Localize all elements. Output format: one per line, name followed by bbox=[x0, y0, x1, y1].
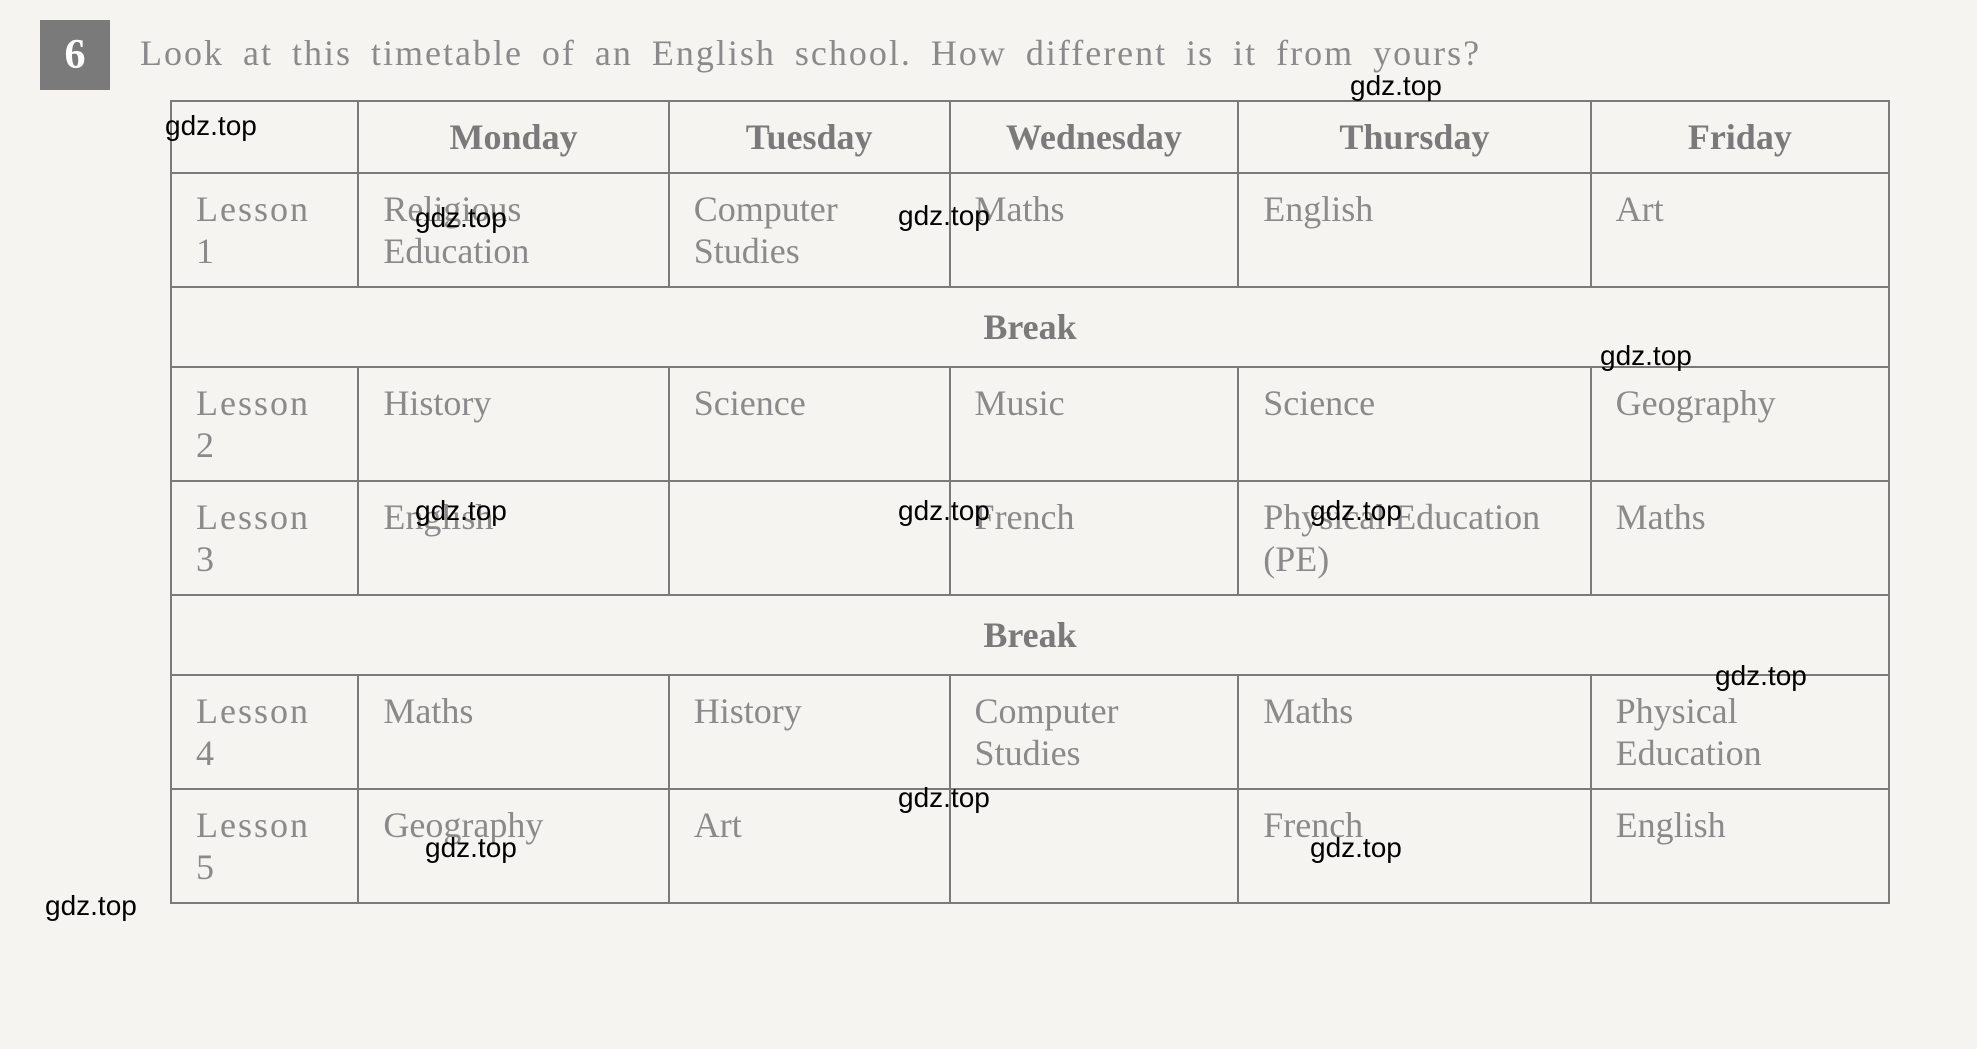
cell: Physical Education (PE) bbox=[1238, 481, 1590, 595]
header-empty bbox=[171, 101, 358, 173]
cell: English bbox=[1591, 789, 1889, 903]
exercise-header: 6 Look at this timetable of an English s… bbox=[40, 20, 1937, 90]
cell: Maths bbox=[358, 675, 668, 789]
row-label: Lesson 5 bbox=[171, 789, 358, 903]
header-thursday: Thursday bbox=[1238, 101, 1590, 173]
break-row: Break bbox=[171, 595, 1889, 675]
table-header-row: Monday Tuesday Wednesday Thursday Friday bbox=[171, 101, 1889, 173]
header-wednesday: Wednesday bbox=[950, 101, 1239, 173]
row-label: Lesson 1 bbox=[171, 173, 358, 287]
watermark: gdz.top bbox=[45, 890, 137, 922]
timetable: Monday Tuesday Wednesday Thursday Friday… bbox=[170, 100, 1890, 904]
cell: English bbox=[358, 481, 668, 595]
header-friday: Friday bbox=[1591, 101, 1889, 173]
cell: Computer Studies bbox=[669, 173, 950, 287]
cell: History bbox=[358, 367, 668, 481]
cell: Science bbox=[1238, 367, 1590, 481]
instruction-text: Look at this timetable of an English sch… bbox=[140, 20, 1481, 74]
break-cell: Break bbox=[171, 595, 1889, 675]
cell: Music bbox=[950, 367, 1239, 481]
row-label: Lesson 2 bbox=[171, 367, 358, 481]
cell: Art bbox=[1591, 173, 1889, 287]
cell: Computer Studies bbox=[950, 675, 1239, 789]
cell: English bbox=[1238, 173, 1590, 287]
cell bbox=[669, 481, 950, 595]
cell: French bbox=[1238, 789, 1590, 903]
cell: Geography bbox=[358, 789, 668, 903]
table-row: Lesson 3 English French Physical Educati… bbox=[171, 481, 1889, 595]
timetable-container: gdz.top gdz.top gdz.top gdz.top gdz.top … bbox=[170, 100, 1937, 904]
cell: Art bbox=[669, 789, 950, 903]
table-row: Lesson 4 Maths History Computer Studies … bbox=[171, 675, 1889, 789]
cell: Maths bbox=[950, 173, 1239, 287]
break-row: Break bbox=[171, 287, 1889, 367]
cell: Geography bbox=[1591, 367, 1889, 481]
cell: French bbox=[950, 481, 1239, 595]
table-row: Lesson 1 Religious Education Computer St… bbox=[171, 173, 1889, 287]
table-row: Lesson 5 Geography Art French English bbox=[171, 789, 1889, 903]
cell: Physical Education bbox=[1591, 675, 1889, 789]
header-monday: Monday bbox=[358, 101, 668, 173]
header-tuesday: Tuesday bbox=[669, 101, 950, 173]
cell: Science bbox=[669, 367, 950, 481]
cell bbox=[950, 789, 1239, 903]
break-cell: Break bbox=[171, 287, 1889, 367]
row-label: Lesson 4 bbox=[171, 675, 358, 789]
row-label: Lesson 3 bbox=[171, 481, 358, 595]
cell: Maths bbox=[1238, 675, 1590, 789]
table-row: Lesson 2 History Science Music Science G… bbox=[171, 367, 1889, 481]
cell: Religious Education bbox=[358, 173, 668, 287]
cell: Maths bbox=[1591, 481, 1889, 595]
exercise-number-badge: 6 bbox=[40, 20, 110, 90]
cell: History bbox=[669, 675, 950, 789]
